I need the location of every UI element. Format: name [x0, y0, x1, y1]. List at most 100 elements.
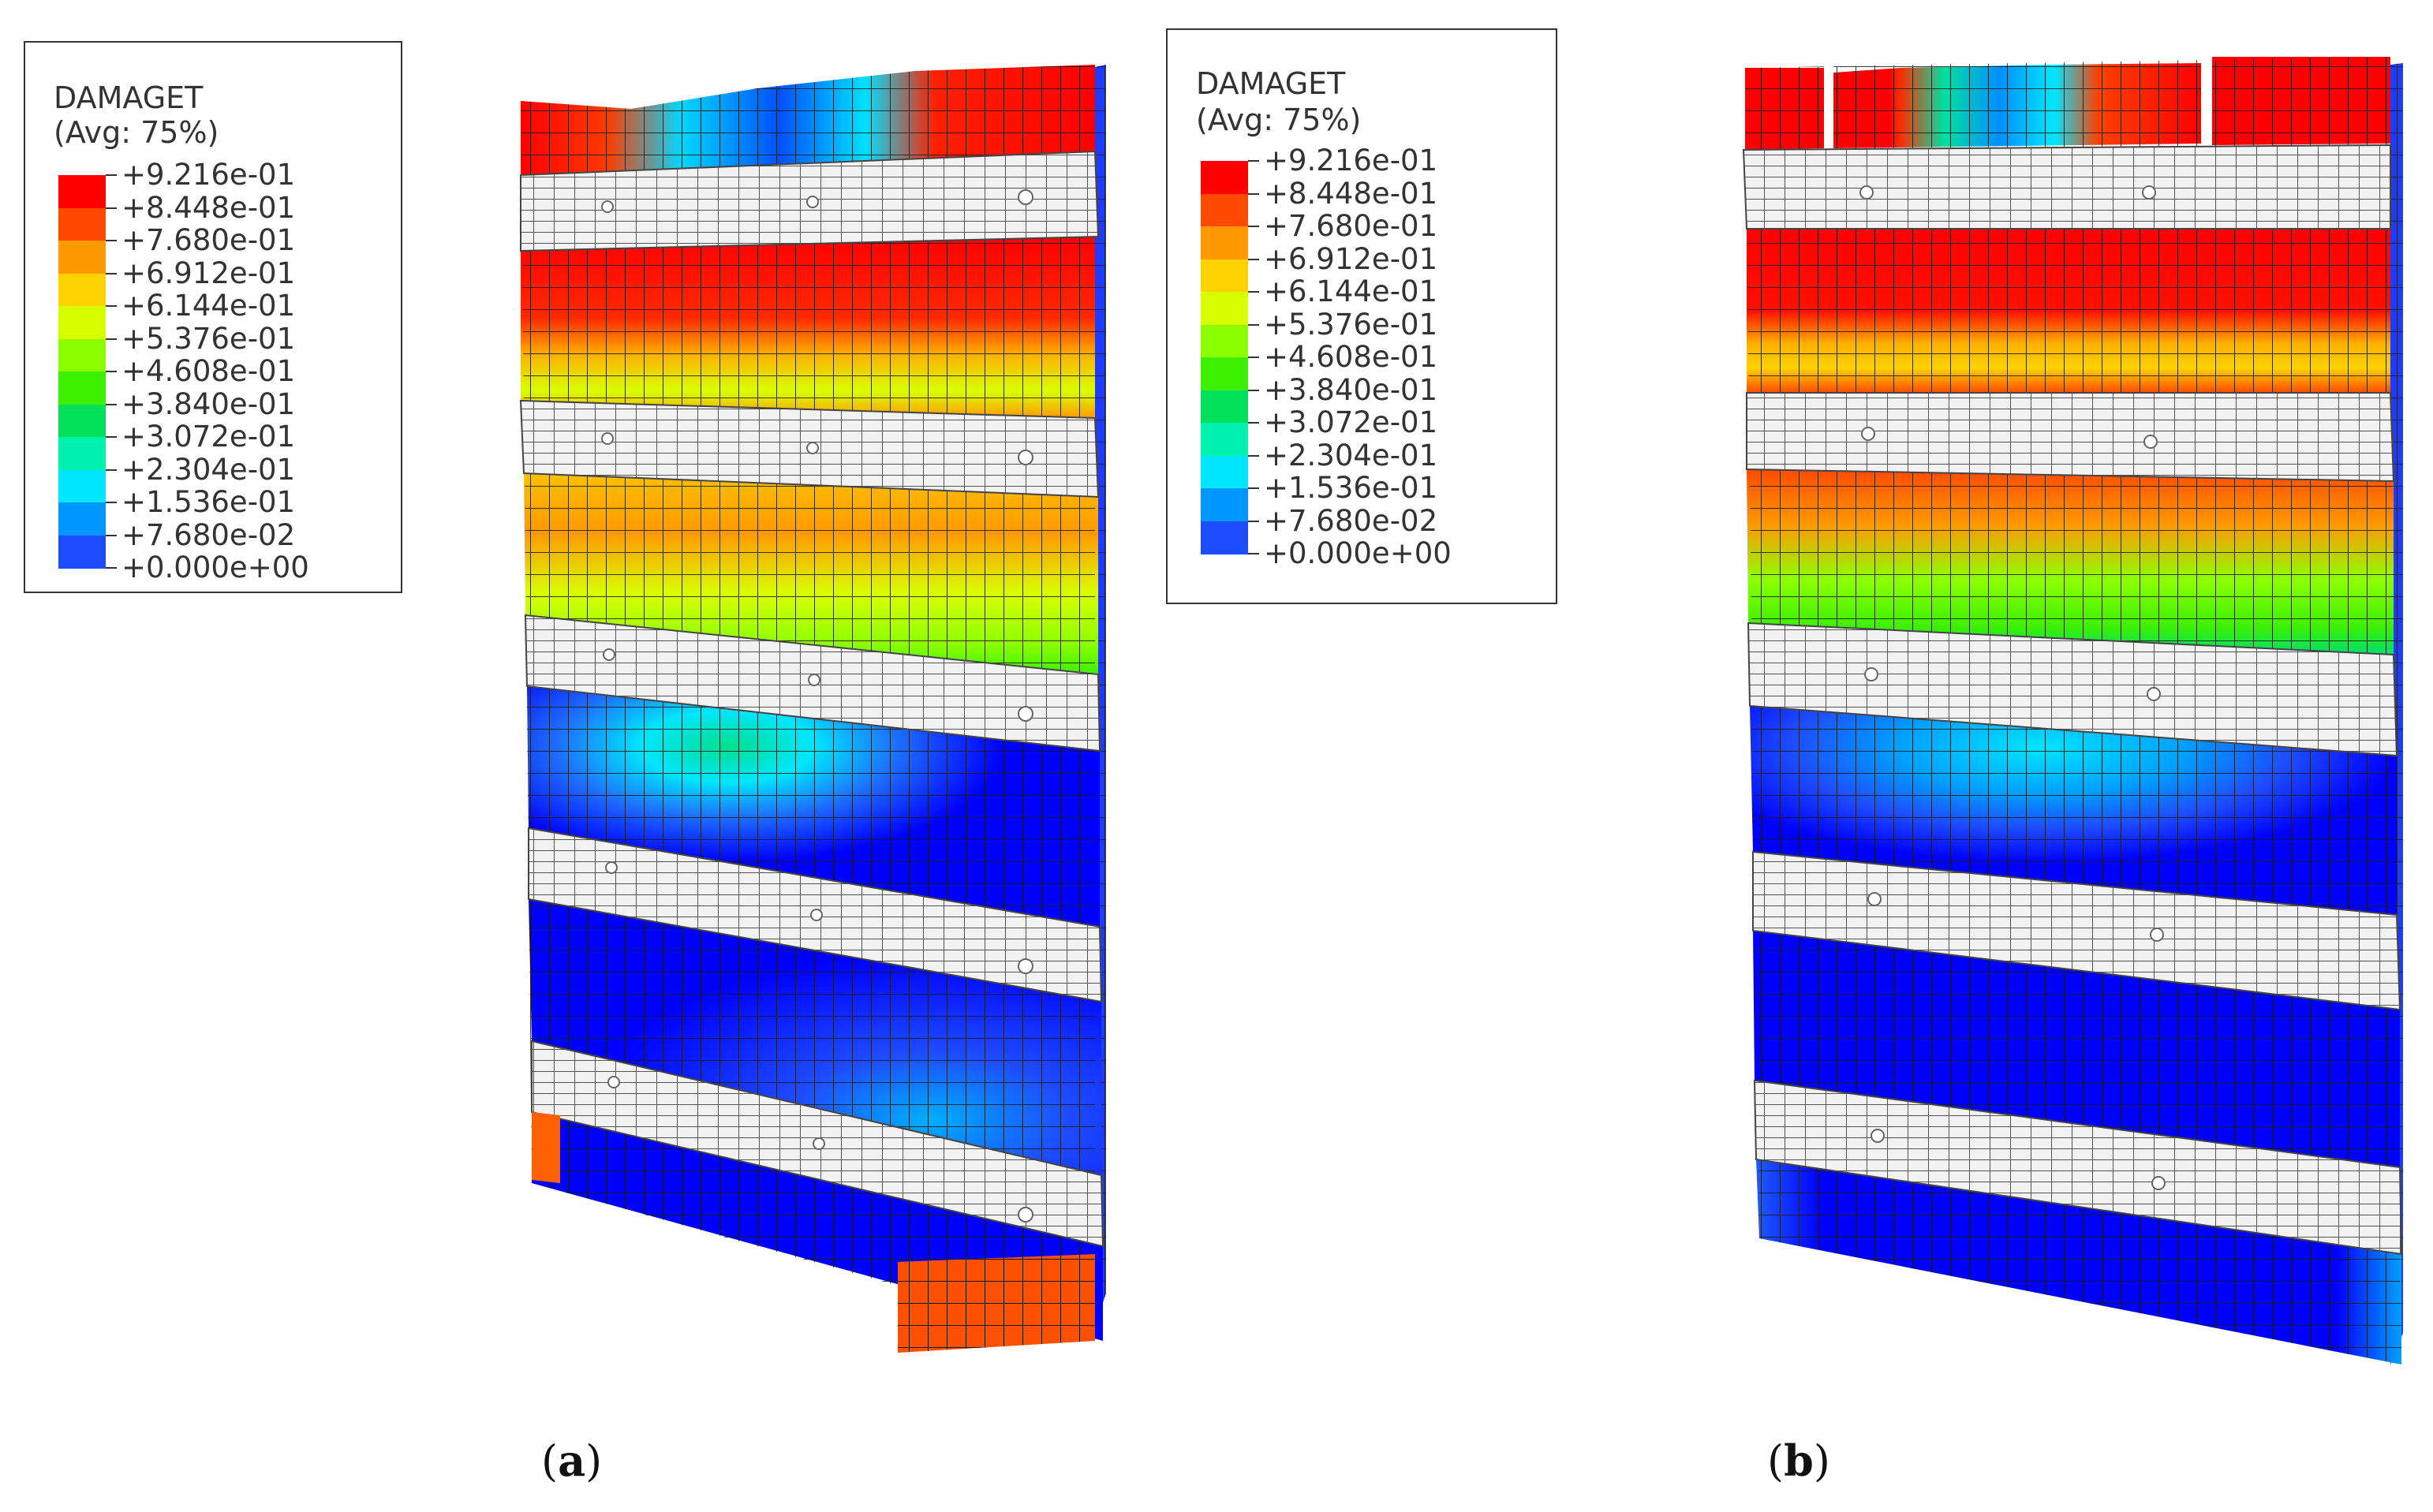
- specimen-b: [1742, 55, 2403, 1365]
- legend-a-tick: [106, 305, 117, 307]
- legend-b-tick: [1248, 357, 1259, 358]
- legend-a-swatch: [58, 306, 106, 339]
- legend-b-label: +6.912e-01: [1264, 241, 1438, 276]
- legend-a-entry: +6.144e-01: [58, 289, 374, 339]
- legend-b-entries: +9.216e-01 +8.448e-01 +7.680e-01 +6.912e-01…: [1201, 145, 1516, 571]
- legend-b-label: +8.448e-01: [1264, 176, 1438, 211]
- legend-a-swatch: [58, 175, 106, 208]
- legend-a-tick: [106, 240, 117, 241]
- legend-b-label: +5.376e-01: [1264, 307, 1438, 342]
- legend-a-tick: [106, 371, 117, 372]
- legend-b-tick: [1248, 192, 1259, 195]
- legend-a-label: +9.216e-01: [121, 158, 296, 192]
- legend-a-label: +3.840e-01: [121, 386, 296, 421]
- legend-b-swatch: [1201, 357, 1248, 390]
- panel-caption-b: (b): [1767, 1435, 1830, 1486]
- legend-b-tick: [1248, 422, 1259, 424]
- legend-b-swatch: [1201, 488, 1248, 521]
- legend-a-tick: [106, 207, 117, 209]
- legend-b-entry: +6.912e-01: [1201, 241, 1516, 293]
- legend-b-label: +2.304e-01: [1264, 438, 1438, 472]
- legend-b-swatch: [1201, 226, 1248, 259]
- legend-a-entry: +4.608e-01: [58, 354, 374, 405]
- legend-b-swatch: [1201, 193, 1248, 227]
- legend-b: DAMAGET (Avg: 75%) +9.216e-01 +8.448e-01 +…: [1166, 28, 1557, 604]
- legend-a-swatch: [58, 241, 106, 274]
- legend-a-label: +6.144e-01: [121, 289, 296, 323]
- legend-a-swatch: [58, 371, 106, 405]
- specimen-b-plate-5: [1753, 1079, 2403, 1256]
- legend-b-tick: [1248, 520, 1259, 522]
- legend-a-entry: +7.680e-02: [58, 517, 374, 569]
- panel-letter-b: b: [1784, 1435, 1814, 1486]
- legend-a-entry: +0.000e+00: [58, 552, 374, 585]
- legend-b-label: +9.216e-01: [1264, 144, 1438, 177]
- specimen-a-bottom-left-block: [532, 1112, 560, 1183]
- legend-b-subtitle: (Avg: 75%): [1196, 103, 1362, 137]
- legend-b-tick: [1248, 487, 1259, 489]
- legend-b-entry: +7.680e-01: [1201, 209, 1516, 259]
- legend-b-swatch: [1201, 259, 1248, 293]
- legend-a-entry: +6.912e-01: [58, 257, 374, 307]
- legend-b-tick: [1248, 389, 1259, 391]
- legend-b-entry: +2.304e-01: [1201, 438, 1516, 489]
- legend-a-entry: +3.072e-01: [58, 420, 374, 470]
- legend-b-swatch: [1201, 390, 1248, 424]
- specimen-b-plate-2: [1746, 392, 2395, 483]
- legend-a-label: +3.072e-01: [121, 420, 296, 454]
- legend-b-entry: +8.448e-01: [1201, 176, 1516, 227]
- legend-a-label: +5.376e-01: [121, 321, 296, 356]
- legend-a-swatch: [58, 207, 106, 241]
- legend-a-swatch: [58, 502, 106, 536]
- legend-a-swatch: [58, 535, 106, 569]
- legend-b-tick: [1248, 160, 1259, 162]
- legend-a-swatch: [58, 437, 106, 470]
- legend-b-label: +4.608e-01: [1264, 340, 1438, 374]
- legend-a-tick: [106, 436, 117, 438]
- legend-b-swatch: [1201, 423, 1248, 456]
- legend-a-entry: +8.448e-01: [58, 190, 374, 241]
- panel-caption-a: (a): [541, 1435, 603, 1486]
- legend-a-tick: [106, 174, 117, 176]
- legend-a-tick: [106, 567, 117, 569]
- specimen-b-plate-3: [1747, 622, 2398, 757]
- legend-b-label: +1.536e-01: [1264, 471, 1438, 505]
- specimen-a-bolts: [601, 189, 1033, 1223]
- legend-a-entry: +2.304e-01: [58, 454, 374, 503]
- legend-b-entry: +9.216e-01: [1201, 144, 1516, 194]
- legend-b-tick: [1248, 291, 1259, 293]
- legend-b-entry: +0.000e+00: [1201, 538, 1516, 571]
- legend-a: DAMAGET (Avg: 75%) +9.216e-01 +8.448e-01 +…: [24, 41, 402, 593]
- legend-b-entry: +4.608e-01: [1201, 340, 1516, 390]
- legend-a-label: +0.000e+00: [121, 551, 309, 584]
- legend-a-swatch: [58, 469, 106, 503]
- legend-b-swatch: [1201, 161, 1248, 194]
- legend-b-label: +3.072e-01: [1264, 405, 1438, 439]
- legend-b-label: +7.680e-01: [1264, 209, 1438, 243]
- legend-b-swatch: [1201, 292, 1248, 325]
- legend-a-entry: +9.216e-01: [58, 158, 374, 208]
- legend-a-subtitle: (Avg: 75%): [54, 115, 219, 150]
- legend-a-title: DAMAGET: [54, 80, 204, 115]
- specimen-b-plate-1: [1742, 144, 2391, 230]
- specimen-a: [519, 65, 1106, 1353]
- legend-b-tick: [1248, 553, 1259, 554]
- legend-a-label: +4.608e-01: [121, 354, 296, 388]
- legend-b-tick: [1248, 226, 1259, 227]
- legend-b-entry: +3.072e-01: [1201, 405, 1516, 456]
- specimen-b-plate-4: [1752, 850, 2401, 1011]
- legend-a-tick: [106, 534, 117, 536]
- legend-a-label: +7.680e-02: [121, 517, 296, 552]
- legend-a-entries: +9.216e-01 +8.448e-01 +7.680e-01 +6.912e-01…: [58, 159, 374, 585]
- legend-b-entry: +1.536e-01: [1201, 471, 1516, 521]
- legend-a-label: +8.448e-01: [121, 190, 296, 225]
- specimen-b-bolts: [1859, 185, 2166, 1190]
- legend-b-label: +0.000e+00: [1264, 536, 1452, 570]
- legend-a-swatch: [58, 404, 106, 438]
- legend-b-tick: [1248, 454, 1259, 457]
- legend-a-label: +1.536e-01: [121, 485, 296, 519]
- legend-b-tick: [1248, 323, 1259, 326]
- legend-b-swatch: [1201, 455, 1248, 489]
- legend-b-entry: +3.840e-01: [1201, 374, 1516, 424]
